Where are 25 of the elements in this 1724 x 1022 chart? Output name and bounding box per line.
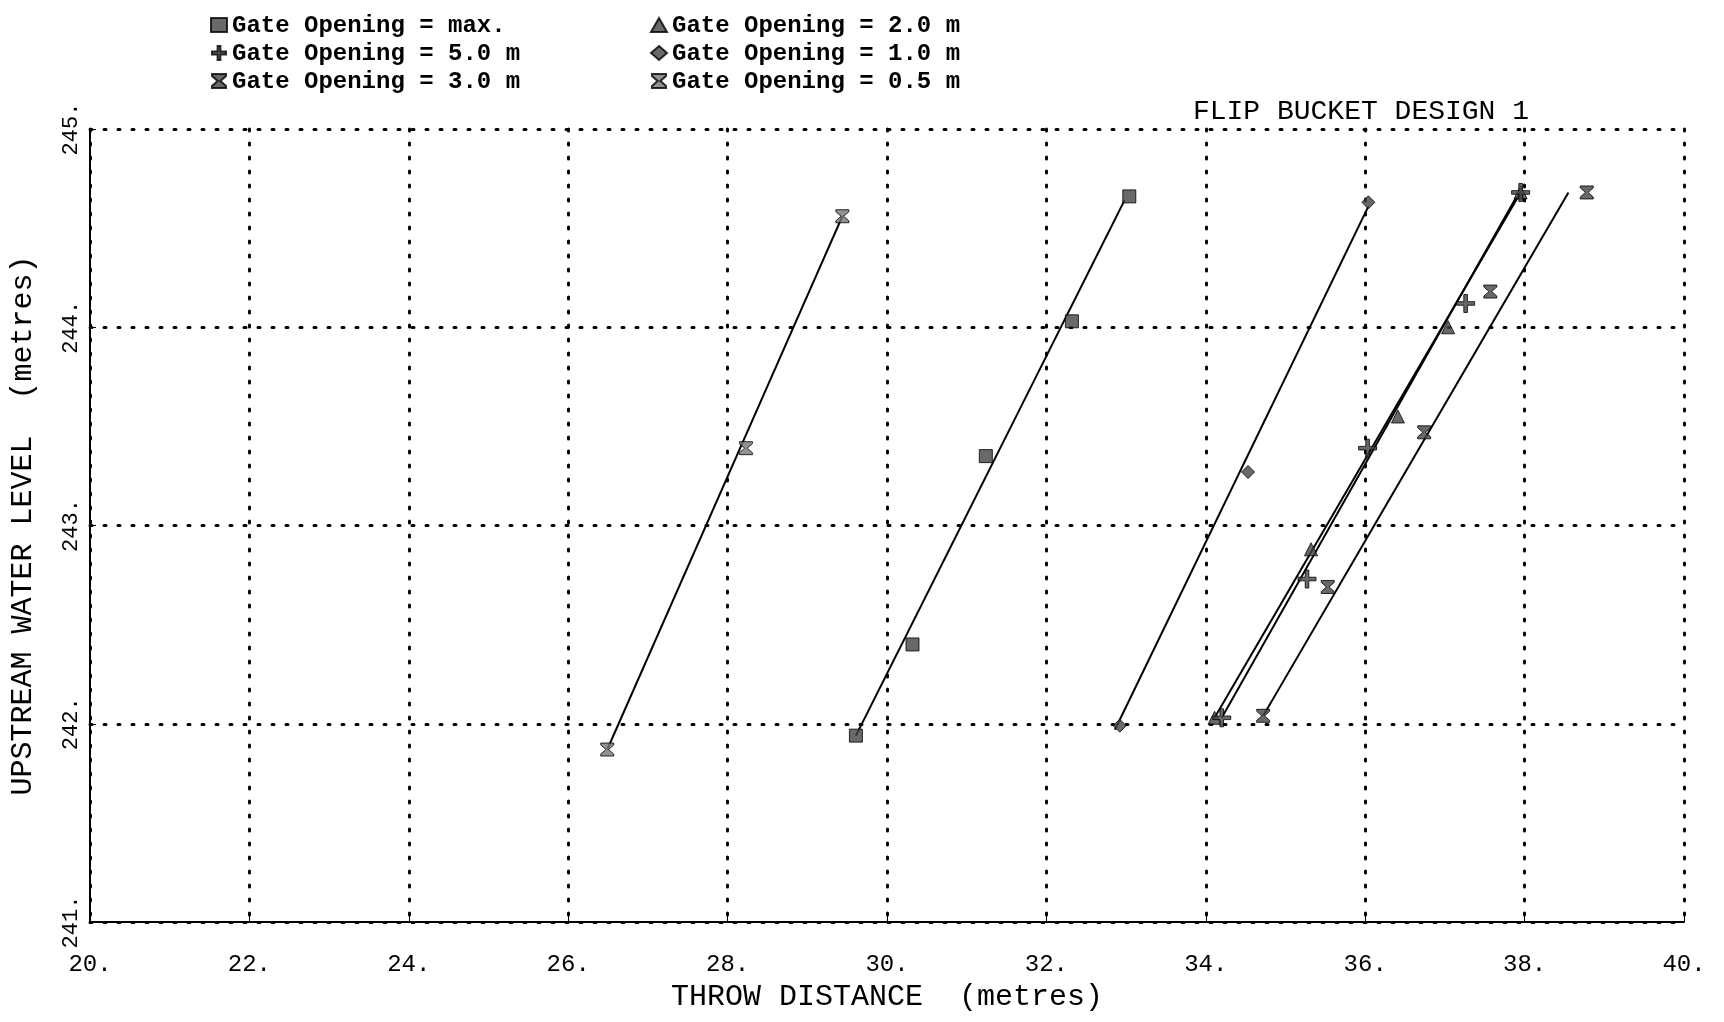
x-tick-label: 28. [705,950,750,978]
x-tick-label: 40. [1662,950,1706,978]
x-tick-label: 36. [1343,950,1387,978]
legend-label: Gate Opening = 2.0 m [672,11,961,39]
y-tick-label: 243. [58,499,84,552]
y-axis-title: UPSTREAM WATER LEVEL (metres) [6,255,40,796]
x-tick-label: 26. [546,950,590,978]
x-tick-label: 32. [1024,950,1069,978]
x-tick-label: 38. [1502,950,1547,978]
legend-label: Gate Opening = 5.0 m [232,39,521,67]
legend-label: Gate Opening = 3.0 m [232,67,521,95]
x-tick-label: 20. [68,950,112,978]
x-tick-label: 30. [865,950,909,978]
y-tick-label: 244. [58,300,84,354]
x-tick-label: 22. [227,950,272,978]
x-axis-title: THROW DISTANCE (metres) [670,980,1104,1014]
legend-label: Gate Opening = max. [232,11,506,39]
legend-label: Gate Opening = 1.0 m [672,39,961,67]
y-tick-label: 245. [58,102,84,156]
chart-title: FLIP BUCKET DESIGN 1 [1192,95,1530,127]
y-tick-label: 242. [58,697,84,751]
legend-label: Gate Opening = 0.5 m [672,67,961,95]
y-tick-label: 241. [58,895,84,949]
x-tick-label: 24. [387,950,431,978]
x-tick-label: 34. [1184,950,1228,978]
